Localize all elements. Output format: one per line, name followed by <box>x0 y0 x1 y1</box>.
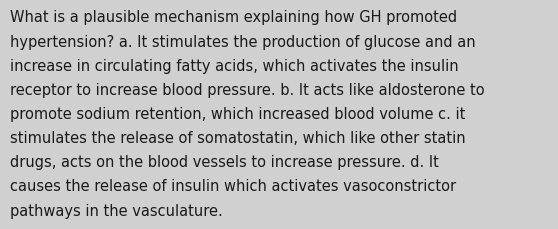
Text: promote sodium retention, which increased blood volume c. it: promote sodium retention, which increase… <box>10 106 465 121</box>
Text: increase in circulating fatty acids, which activates the insulin: increase in circulating fatty acids, whi… <box>10 58 459 73</box>
Text: What is a plausible mechanism explaining how GH promoted: What is a plausible mechanism explaining… <box>10 10 457 25</box>
Text: pathways in the vasculature.: pathways in the vasculature. <box>10 203 223 218</box>
Text: drugs, acts on the blood vessels to increase pressure. d. It: drugs, acts on the blood vessels to incr… <box>10 155 439 169</box>
Text: causes the release of insulin which activates vasoconstrictor: causes the release of insulin which acti… <box>10 179 456 194</box>
Text: hypertension? a. It stimulates the production of glucose and an: hypertension? a. It stimulates the produ… <box>10 34 475 49</box>
Text: receptor to increase blood pressure. b. It acts like aldosterone to: receptor to increase blood pressure. b. … <box>10 82 485 97</box>
Text: stimulates the release of somatostatin, which like other statin: stimulates the release of somatostatin, … <box>10 131 466 145</box>
